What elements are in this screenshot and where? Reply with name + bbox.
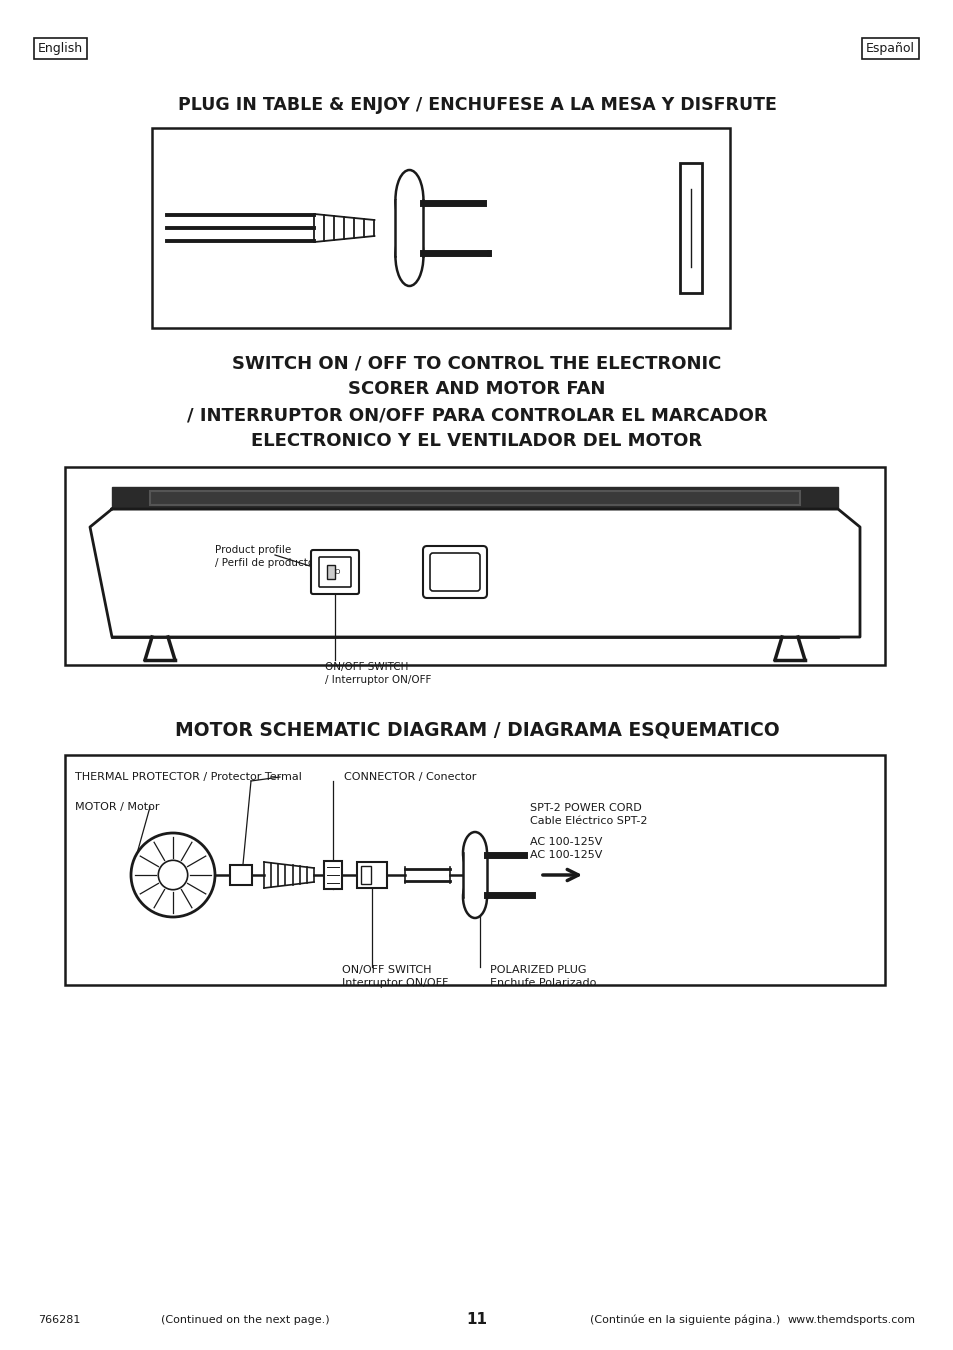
Text: SPT-2 POWER CORD
Cable Eléctrico SPT-2: SPT-2 POWER CORD Cable Eléctrico SPT-2 — [530, 803, 647, 826]
Text: ON/OFF SWITCH
Interruptor ON/OFF: ON/OFF SWITCH Interruptor ON/OFF — [341, 965, 448, 988]
FancyBboxPatch shape — [311, 549, 358, 594]
FancyBboxPatch shape — [430, 554, 479, 591]
FancyBboxPatch shape — [318, 558, 351, 587]
Text: SWITCH ON / OFF TO CONTROL THE ELECTRONIC: SWITCH ON / OFF TO CONTROL THE ELECTRONI… — [233, 354, 720, 373]
Bar — [462, 853, 486, 896]
Text: THERMAL PROTECTOR / Protector Termal: THERMAL PROTECTOR / Protector Termal — [75, 772, 301, 782]
Bar — [327, 566, 335, 579]
Bar — [324, 861, 341, 890]
Text: (Continued on the next page.): (Continued on the next page.) — [160, 1315, 329, 1324]
Circle shape — [131, 833, 214, 917]
Bar — [65, 755, 884, 986]
Text: Español: Español — [865, 42, 914, 55]
Ellipse shape — [395, 170, 423, 230]
Text: ELECTRONICO Y EL VENTILADOR DEL MOTOR: ELECTRONICO Y EL VENTILADOR DEL MOTOR — [252, 432, 701, 450]
Text: Product profile
/ Perfil de producto: Product profile / Perfil de producto — [214, 545, 314, 568]
FancyBboxPatch shape — [422, 545, 486, 598]
Bar — [230, 865, 252, 886]
Bar — [679, 163, 701, 293]
Text: SCORER AND MOTOR FAN: SCORER AND MOTOR FAN — [348, 379, 605, 398]
Text: ON/OFF SWITCH
/ Interruptor ON/OFF: ON/OFF SWITCH / Interruptor ON/OFF — [325, 662, 431, 686]
Text: (Continúe en la siguiente página.): (Continúe en la siguiente página.) — [589, 1315, 780, 1326]
Text: English: English — [38, 42, 83, 55]
Text: AC 100-125V
AC 100-125V: AC 100-125V AC 100-125V — [530, 837, 601, 860]
Text: 11: 11 — [466, 1312, 487, 1327]
Bar — [152, 128, 729, 328]
Ellipse shape — [395, 225, 423, 286]
Text: 766281: 766281 — [38, 1315, 80, 1324]
Text: CONNECTOR / Conector: CONNECTOR / Conector — [344, 772, 476, 782]
Bar — [360, 865, 371, 884]
Bar — [65, 467, 884, 666]
Text: PLUG IN TABLE & ENJOY / ENCHUFESE A LA MESA Y DISFRUTE: PLUG IN TABLE & ENJOY / ENCHUFESE A LA M… — [177, 96, 776, 113]
Circle shape — [158, 860, 188, 890]
Bar — [356, 863, 387, 888]
Polygon shape — [112, 487, 837, 509]
Text: / INTERRUPTOR ON/OFF PARA CONTROLAR EL MARCADOR: / INTERRUPTOR ON/OFF PARA CONTROLAR EL M… — [187, 406, 766, 424]
Text: www.themdsports.com: www.themdsports.com — [787, 1315, 915, 1324]
Text: MOTOR SCHEMATIC DIAGRAM / DIAGRAMA ESQUEMATICO: MOTOR SCHEMATIC DIAGRAM / DIAGRAMA ESQUE… — [174, 721, 779, 740]
Text: O: O — [334, 568, 339, 575]
Bar — [395, 200, 423, 256]
Text: POLARIZED PLUG
Enchufe Polarizado: POLARIZED PLUG Enchufe Polarizado — [490, 965, 596, 988]
Bar — [150, 491, 800, 505]
Text: MOTOR / Motor: MOTOR / Motor — [75, 802, 159, 811]
Ellipse shape — [462, 832, 486, 873]
Ellipse shape — [462, 876, 486, 918]
